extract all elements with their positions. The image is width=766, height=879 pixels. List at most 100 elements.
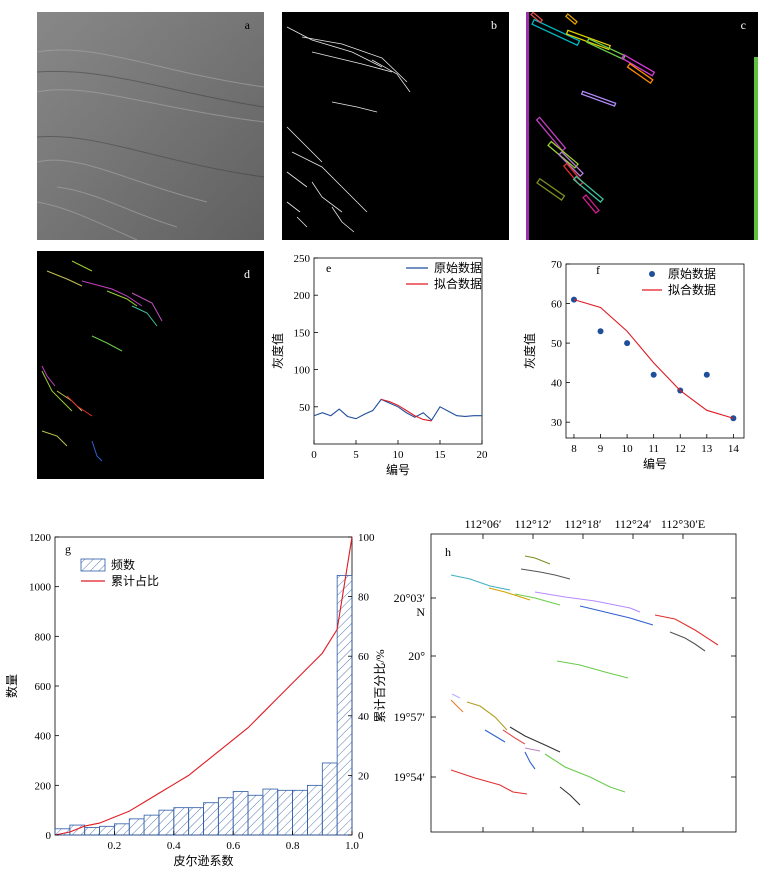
x-axis-label: 编号 — [643, 456, 667, 471]
lat-tick-label: 20°03′ — [394, 591, 426, 605]
internal-wave-line — [502, 729, 526, 745]
y-tick-label: 200 — [35, 780, 52, 792]
x-tick-label: 20 — [477, 449, 489, 461]
map-h: 112°06′ 112°12′ 112°18′ 112°24′ 112°30′E 20°0… — [394, 517, 737, 833]
panel-c-segment-boxes: c — [526, 11, 758, 240]
histogram-bar — [114, 823, 130, 836]
y-tick-label: 800 — [35, 631, 52, 643]
histogram-bar — [158, 809, 175, 836]
histogram-bar — [247, 794, 264, 836]
x-tick-label: 1.0 — [345, 840, 359, 852]
x-tick-label: 11 — [648, 443, 659, 455]
histogram-bar — [188, 807, 204, 836]
legend-label: 拟合数据 — [668, 282, 716, 297]
lon-tick-label: 112°24′ — [615, 517, 652, 531]
internal-wave-line — [484, 729, 506, 743]
histogram-bar — [307, 784, 323, 836]
histogram-bar — [277, 789, 294, 836]
histogram-bar — [262, 788, 279, 836]
y-tick-label: 200 — [294, 290, 311, 302]
x-axis-label: 皮尔逊系数 — [173, 853, 233, 868]
internal-wave-line — [524, 555, 551, 565]
panel-label-a: a — [244, 18, 250, 32]
internal-wave-line — [524, 747, 541, 752]
x-tick-label: 10 — [393, 449, 405, 461]
panel-a-sar-image: a — [36, 12, 265, 241]
y-tick-label: 50 — [551, 338, 563, 350]
x-tick-label: 9 — [598, 443, 604, 455]
internal-wave-line — [466, 701, 508, 731]
internal-wave-line — [450, 574, 511, 591]
lat-tick-label: N — [416, 605, 425, 619]
chart-label: e — [326, 261, 331, 275]
y-tick-label: 1000 — [29, 582, 52, 594]
internal-wave-line — [669, 631, 706, 652]
y-right-tick-label: 20 — [358, 770, 370, 782]
y-tick-label: 600 — [35, 681, 52, 693]
x-tick-label: 8 — [571, 443, 577, 455]
panel-label-d: d — [244, 267, 250, 281]
histogram-bar — [173, 807, 190, 836]
colored-segments — [41, 260, 163, 462]
y-tick-label: 70 — [551, 259, 563, 271]
data-point — [730, 415, 737, 422]
y-axis-label: 灰度值 — [522, 333, 537, 369]
internal-wave-line — [450, 769, 528, 795]
panel-label-c: c — [740, 18, 746, 32]
histogram-bar — [203, 802, 219, 836]
lon-tick-label: 112°06′ — [465, 517, 502, 531]
internal-wave-line — [450, 699, 464, 713]
x-tick-label: 0.2 — [108, 840, 122, 852]
x-tick-label: 14 — [728, 443, 740, 455]
segment-boxes — [526, 11, 758, 240]
y-right-tick-label: 80 — [358, 592, 370, 604]
series-line-fit — [381, 398, 432, 422]
y-axis-label: 数量 — [4, 674, 19, 698]
internal-wave-line — [556, 660, 629, 679]
x-tick-label: 10 — [622, 443, 634, 455]
histogram-bar — [217, 797, 234, 836]
y-tick-label: 30 — [551, 417, 563, 429]
chart-label: f — [596, 263, 600, 277]
y-tick-label: 400 — [35, 731, 52, 743]
histogram-bar — [232, 791, 249, 836]
histogram-bar — [99, 825, 115, 836]
lat-tick-label: 19°54′ — [394, 770, 426, 784]
chart-g: 0 200 400 600 800 1000 1200 0 20 40 60 80 100 0.2 0.4 0… — [4, 532, 387, 868]
panel-label-b: b — [491, 18, 497, 32]
internal-wave-line — [559, 786, 581, 806]
histogram-bar — [143, 814, 160, 836]
data-point — [650, 371, 657, 378]
y-tick-label: 40 — [551, 378, 563, 390]
internal-wave-line — [520, 568, 571, 580]
x-tick-label: 0.6 — [226, 840, 240, 852]
legend-label: 累计占比 — [111, 573, 159, 588]
series-line-fit — [573, 299, 734, 419]
legend-label: 拟合数据 — [434, 276, 482, 291]
internal-wave-line — [514, 593, 561, 606]
data-point — [597, 328, 604, 335]
y-tick-label: 0 — [46, 830, 52, 842]
lon-tick-label: 112°30′E — [661, 517, 705, 531]
map-frame — [430, 533, 737, 833]
x-tick-label: 0 — [311, 449, 317, 461]
legend-label: 频数 — [111, 557, 135, 572]
y-tick-label: 150 — [294, 327, 311, 339]
histogram-bar — [128, 818, 145, 836]
x-tick-label: 0.8 — [286, 840, 300, 852]
internal-wave-line — [509, 726, 561, 753]
legend-swatch — [80, 558, 106, 572]
panel-b-edge-detection: b — [282, 12, 509, 240]
internal-wave-line — [534, 591, 641, 613]
internal-wave-line — [524, 751, 536, 770]
x-axis-label: 编号 — [386, 462, 410, 477]
y-right-tick-label: 40 — [358, 711, 370, 723]
internal-wave-line — [579, 605, 654, 626]
x-tick-label: 0.4 — [167, 840, 181, 852]
series-line-raw — [313, 398, 482, 422]
histogram-bar — [336, 575, 353, 836]
legend-label: 原始数据 — [668, 266, 716, 281]
internal-wave-line — [544, 753, 626, 793]
